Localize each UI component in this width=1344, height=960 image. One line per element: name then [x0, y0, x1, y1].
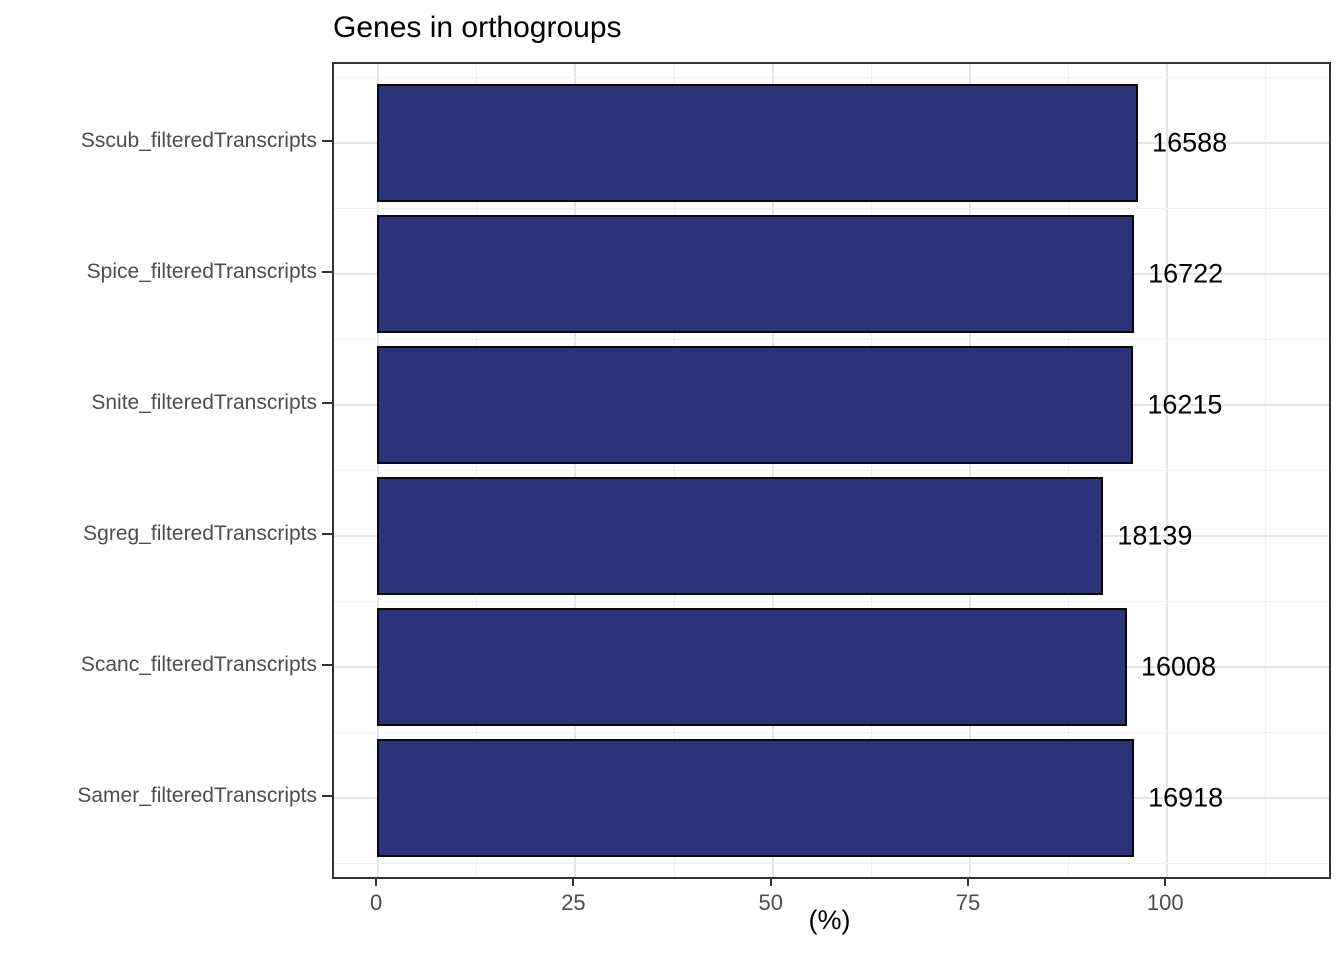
- bar: [377, 214, 1135, 333]
- gridline-horizontal-minor: [334, 338, 1329, 340]
- gridline-horizontal-minor: [334, 601, 1329, 603]
- x-tick-label: 25: [561, 890, 586, 915]
- x-tick-label: 50: [758, 890, 783, 915]
- bar-value-label: 16918: [1148, 782, 1224, 813]
- bar-value-label: 16008: [1141, 651, 1217, 682]
- y-tick-mark: [322, 139, 332, 142]
- x-tick-label: 100: [1146, 890, 1184, 915]
- x-tick-label: 0: [370, 890, 383, 915]
- bar: [377, 739, 1135, 858]
- bar-value-label: 16722: [1148, 258, 1224, 289]
- y-tick-label: Sgreg_filteredTranscripts: [83, 522, 317, 546]
- y-tick-label: Scanc_filteredTranscripts: [80, 653, 317, 677]
- bar: [377, 83, 1139, 202]
- bar: [377, 477, 1104, 596]
- bar: [377, 345, 1134, 464]
- x-tick-mark: [1164, 877, 1167, 886]
- y-tick-label: Spice_filteredTranscripts: [86, 259, 317, 283]
- bar-value-label: 16588: [1152, 127, 1228, 158]
- y-tick-mark: [322, 401, 332, 404]
- y-tick-label: Sscub_filteredTranscripts: [80, 128, 317, 152]
- x-tick-mark: [375, 877, 378, 886]
- gridline-horizontal-minor: [334, 732, 1329, 734]
- x-tick-mark: [966, 877, 969, 886]
- gridline-horizontal-minor: [334, 207, 1329, 209]
- chart-title: Genes in orthogroups: [333, 11, 622, 44]
- bar-value-label: 16215: [1147, 389, 1223, 420]
- plot-panel: 16588 16722 16215 18139 16008 16918: [332, 62, 1331, 879]
- gridline-horizontal-minor: [334, 470, 1329, 471]
- gridline-horizontal-minor: [334, 863, 1329, 865]
- y-tick-mark: [322, 795, 332, 798]
- y-tick-label: Snite_filteredTranscripts: [91, 390, 317, 414]
- x-tick-mark: [769, 877, 772, 886]
- y-tick-label: Samer_filteredTranscripts: [77, 784, 317, 808]
- x-tick-mark: [572, 877, 575, 886]
- x-axis-title: (%): [808, 905, 851, 935]
- y-tick-mark: [322, 533, 332, 536]
- gridline-horizontal-minor: [334, 76, 1329, 78]
- y-tick-mark: [322, 270, 332, 273]
- bar-value-label: 18139: [1117, 520, 1193, 551]
- x-tick-label: 75: [955, 890, 981, 915]
- y-tick-mark: [322, 664, 332, 667]
- bar: [377, 608, 1127, 727]
